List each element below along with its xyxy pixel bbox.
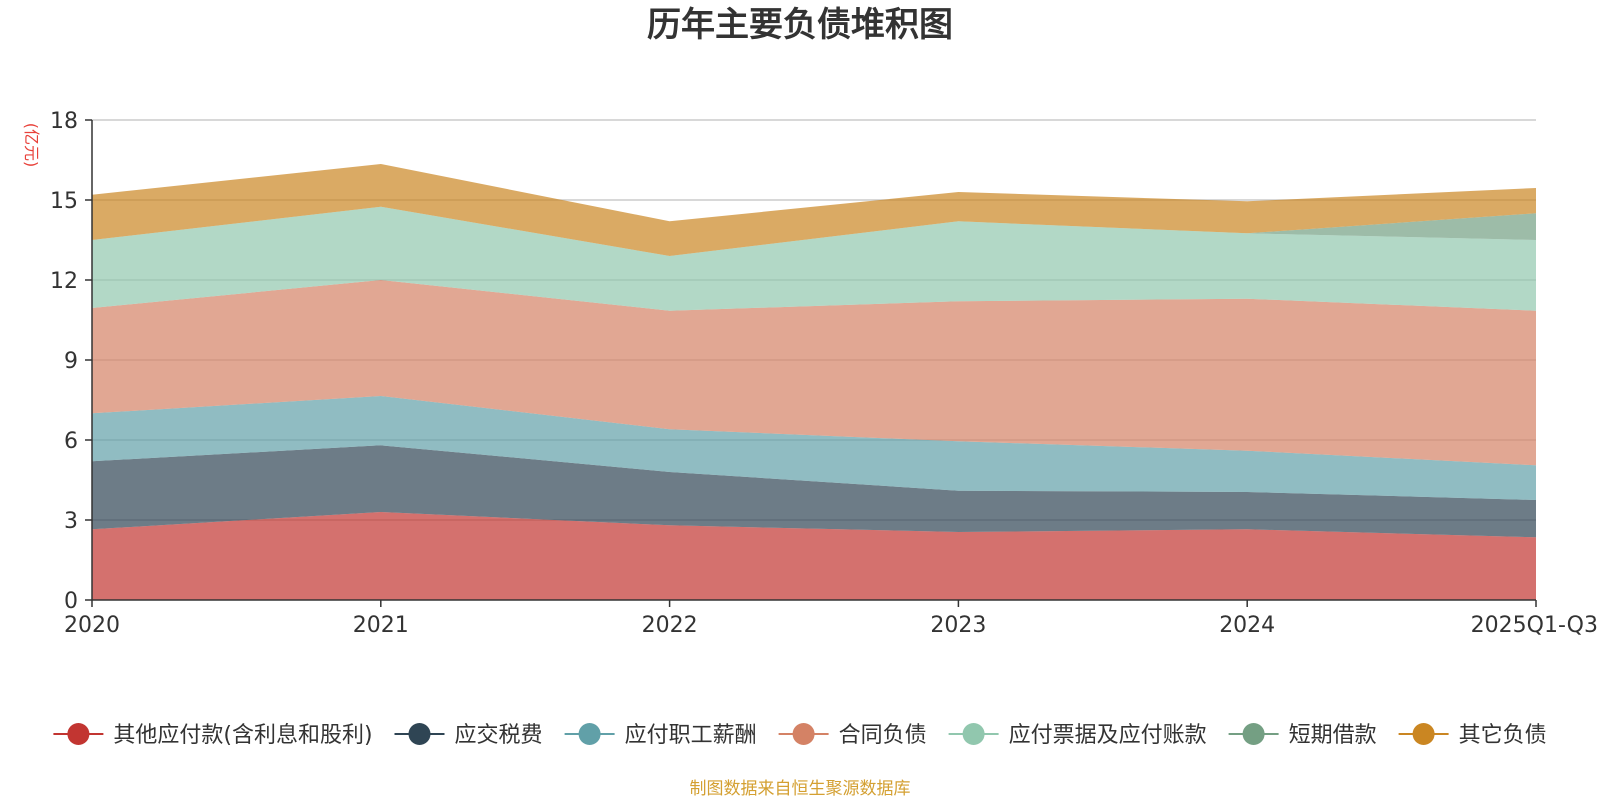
chart-title: 历年主要负债堆积图 (647, 5, 953, 45)
x-tick-label: 2021 (353, 613, 409, 638)
legend: 其他应付款(含利息和股利) 应交税费 应付职工薪酬 合同负债 应付票据及应付账款 短期借款… (53, 723, 1547, 748)
legend-dot-icon (67, 723, 90, 745)
axes: 0 3 6 9 12 15 18 2020 2021 2022 2023 2024 2025Q1-Q3 (50, 109, 1598, 638)
area-series-group (92, 164, 1536, 600)
y-tick-label: 12 (50, 269, 78, 294)
area-series-4 (92, 280, 1536, 466)
legend-item-3[interactable]: 应付职工薪酬 (564, 723, 757, 748)
legend-dot-icon (1242, 723, 1265, 745)
legend-dot-icon (1412, 723, 1435, 745)
legend-label: 短期借款 (1289, 723, 1377, 748)
legend-label: 其它负债 (1459, 723, 1547, 748)
x-tick-label: 2023 (930, 613, 986, 638)
y-tick-label: 15 (50, 189, 78, 214)
area-series-1 (92, 512, 1536, 600)
legend-dot-icon (962, 723, 985, 745)
legend-item-6[interactable]: 短期借款 (1228, 723, 1377, 748)
x-tick-label: 2022 (642, 613, 698, 638)
legend-dot-icon (408, 723, 431, 745)
legend-item-4[interactable]: 合同负债 (778, 723, 927, 748)
x-tick-label: 2024 (1219, 613, 1275, 638)
y-tick-label: 18 (50, 109, 78, 134)
y-tick-label: 9 (64, 349, 78, 374)
data-source-note: 制图数据来自恒生聚源数据库 (690, 779, 911, 799)
legend-label: 合同负债 (839, 723, 927, 748)
legend-dot-icon (578, 723, 601, 745)
legend-label: 其他应付款(含利息和股利) (113, 723, 372, 748)
area-series-3 (92, 396, 1536, 500)
x-tick-label: 2025Q1-Q3 (1471, 613, 1598, 638)
legend-label: 应交税费 (455, 723, 543, 748)
y-axis-unit-label: (亿元) (22, 123, 41, 168)
area-series-7 (92, 164, 1536, 256)
legend-item-2[interactable]: 应交税费 (394, 723, 543, 748)
legend-item-5[interactable]: 应付票据及应付账款 (948, 723, 1207, 748)
legend-dot-icon (792, 723, 815, 745)
legend-item-1[interactable]: 其他应付款(含利息和股利) (53, 723, 373, 748)
y-tick-label: 6 (64, 429, 78, 454)
x-tick-label: 2020 (64, 613, 120, 638)
area-series-2 (92, 445, 1536, 538)
area-series-5 (92, 206, 1536, 311)
y-tick-label: 0 (64, 589, 78, 614)
legend-label: 应付票据及应付账款 (1009, 723, 1207, 748)
y-tick-label: 3 (64, 509, 78, 534)
legend-item-7[interactable]: 其它负债 (1398, 723, 1547, 748)
legend-label: 应付职工薪酬 (625, 723, 757, 748)
